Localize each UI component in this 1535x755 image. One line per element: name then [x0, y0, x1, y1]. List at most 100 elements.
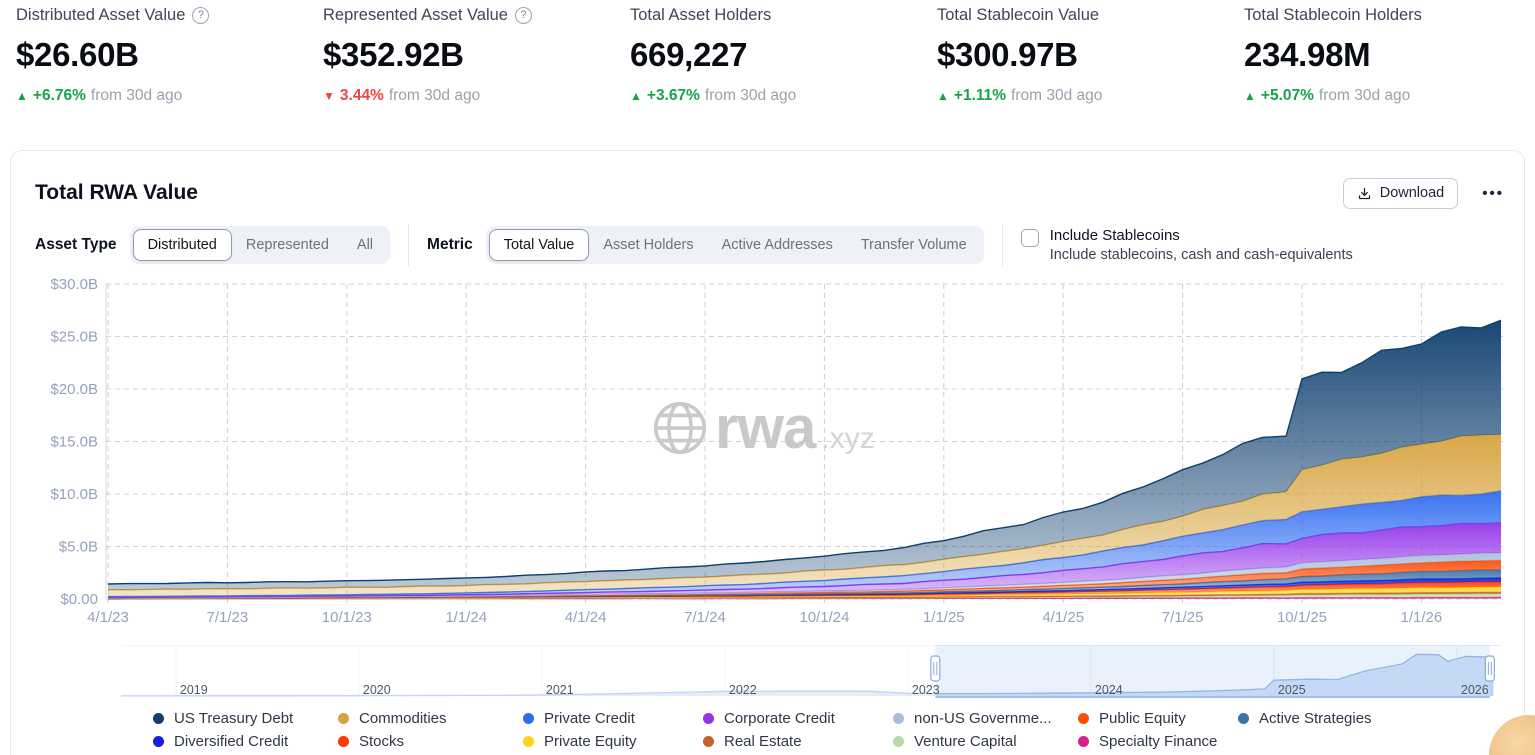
stocks-legend-dot [338, 735, 349, 747]
stat-label: Total Stablecoin Holders [1244, 6, 1422, 24]
timeline-navigator[interactable]: 2019 2020 2021 2022 2023 2024 2025 2026 [120, 645, 1501, 703]
us-treasury-debt-legend-dot [153, 712, 164, 724]
svg-text:2020: 2020 [363, 683, 391, 697]
stat-value: 234.98M [1244, 36, 1371, 73]
stat-label: Distributed Asset Value [16, 6, 186, 24]
download-label: Download [1379, 185, 1445, 201]
asset-type-option-represented[interactable]: Represented [232, 230, 343, 260]
include-stablecoins-label: Include Stablecoins [1049, 227, 1180, 244]
svg-text:2024: 2024 [1095, 683, 1123, 697]
svg-text:$10.0B: $10.0B [50, 486, 98, 503]
delta-value: +6.76% [32, 87, 86, 104]
corporate-credit-legend-dot [703, 712, 714, 724]
stat-value: 669,227 [630, 36, 748, 73]
non-us-government-legend-dot [893, 712, 904, 724]
legend-item-stocks[interactable]: Stocks [338, 730, 523, 752]
private-equity-legend-dot [523, 735, 534, 747]
legend-item-venture-capital[interactable]: Venture Capital [893, 730, 1078, 752]
legend-item-private-equity[interactable]: Private Equity [523, 730, 703, 752]
stat-label: Total Asset Holders [630, 6, 772, 24]
trend-arrow-icon: ▲ [937, 89, 949, 103]
svg-text:10/1/23: 10/1/23 [322, 609, 372, 626]
legend-label: Public Equity [1099, 709, 1186, 727]
asset-type-label: Asset Type [35, 236, 117, 253]
legend-item-private-credit[interactable]: Private Credit [523, 707, 703, 729]
stat-value: $26.60B [16, 36, 139, 73]
metric-option-total-value[interactable]: Total Value [488, 229, 590, 261]
divider [408, 224, 410, 266]
divider [1001, 224, 1003, 266]
rwa-value-stacked-area-chart[interactable]: $0.00 $5.0B $10.0B $15.0B $20.0B $25.0B $30.0B… [11, 271, 1526, 633]
include-stablecoins-checkbox[interactable] [1020, 229, 1039, 247]
stats-row: Distributed Asset Value ? $26.60B ▲ +6.7… [0, 0, 1535, 150]
real-estate-legend-dot [703, 735, 714, 747]
total-rwa-value-card: Total RWA Value Download ••• Asset Type … [10, 150, 1525, 755]
venture-capital-legend-dot [893, 735, 904, 747]
svg-text:4/1/23: 4/1/23 [87, 609, 129, 626]
legend-label: Specialty Finance [1099, 732, 1218, 750]
stat-delta: ▲ +6.76% from 30d ago [16, 87, 323, 105]
help-icon[interactable]: ? [192, 7, 210, 24]
legend-item-non-us-government[interactable]: non-US Governme... [893, 707, 1078, 729]
delta-suffix: from 30d ago [90, 87, 183, 104]
stat-represented-asset-value: Represented Asset Value ? $352.92B ▼ 3.4… [323, 6, 630, 150]
asset-type-option-all[interactable]: All [343, 230, 387, 260]
public-equity-legend-dot [1078, 712, 1089, 724]
svg-text:2019: 2019 [180, 683, 208, 697]
svg-text:1/1/24: 1/1/24 [445, 609, 487, 626]
help-icon[interactable]: ? [514, 7, 532, 24]
asset-type-segmented-control: Distributed Represented All [129, 226, 391, 264]
stat-total-asset-holders: Total Asset Holders 669,227 ▲ +3.67% fro… [630, 6, 937, 150]
specialty-finance-legend-dot [1078, 735, 1089, 747]
legend-label: US Treasury Debt [174, 709, 294, 727]
legend-item-specialty-finance[interactable]: Specialty Finance [1078, 730, 1238, 752]
svg-text:$5.0B: $5.0B [59, 539, 98, 556]
stat-delta: ▲ +5.07% from 30d ago [1244, 87, 1535, 105]
chart-legend: US Treasury Debt Commodities Private Credi… [11, 707, 1526, 752]
chart-controls: Asset Type Distributed Represented All Met… [35, 221, 1504, 269]
metric-segmented-control: Total Value Asset Holders Active Addresses… [485, 226, 984, 264]
stat-label: Represented Asset Value [323, 6, 508, 24]
stat-value: $300.97B [937, 36, 1078, 73]
legend-label: Real Estate [724, 732, 802, 750]
svg-text:$25.0B: $25.0B [50, 329, 98, 346]
legend-item-diversified-credit[interactable]: Diversified Credit [153, 730, 338, 752]
metric-option-asset-holders[interactable]: Asset Holders [589, 230, 707, 260]
legend-item-corporate-credit[interactable]: Corporate Credit [703, 707, 893, 729]
stat-total-stablecoin-value: Total Stablecoin Value $300.97B ▲ +1.11%… [937, 6, 1244, 150]
asset-type-option-distributed[interactable]: Distributed [132, 229, 232, 261]
delta-value: +5.07% [1260, 87, 1314, 104]
stat-value: $352.92B [323, 36, 464, 73]
legend-label: Private Equity [544, 732, 637, 750]
diversified-credit-legend-dot [153, 735, 164, 747]
svg-text:2026: 2026 [1461, 683, 1489, 697]
legend-item-real-estate[interactable]: Real Estate [703, 730, 893, 752]
svg-text:7/1/25: 7/1/25 [1162, 609, 1204, 626]
legend-item-active-strategies[interactable]: Active Strategies [1238, 707, 1526, 729]
delta-suffix: from 30d ago [388, 87, 481, 104]
delta-suffix: from 30d ago [1318, 87, 1411, 104]
legend-item-public-equity[interactable]: Public Equity [1078, 707, 1238, 729]
legend-label: Venture Capital [914, 732, 1017, 750]
legend-label: Diversified Credit [174, 732, 289, 750]
legend-label: Corporate Credit [724, 709, 835, 727]
download-button[interactable]: Download [1342, 177, 1459, 209]
svg-text:2025: 2025 [1278, 683, 1306, 697]
svg-text:2021: 2021 [546, 683, 574, 697]
page-title: Total RWA Value [35, 181, 198, 204]
delta-suffix: from 30d ago [1011, 87, 1103, 104]
trend-arrow-icon: ▼ [323, 89, 335, 103]
svg-text:$15.0B: $15.0B [50, 434, 98, 451]
more-menu-icon[interactable]: ••• [1482, 184, 1504, 202]
stat-total-stablecoin-holders: Total Stablecoin Holders 234.98M ▲ +5.07… [1244, 6, 1535, 150]
legend-label: non-US Governme... [914, 709, 1052, 727]
legend-item-us-treasury-debt[interactable]: US Treasury Debt [153, 707, 338, 729]
legend-item-commodities[interactable]: Commodities [338, 707, 523, 729]
metric-option-active-addresses[interactable]: Active Addresses [708, 230, 847, 260]
svg-text:1/1/26: 1/1/26 [1401, 609, 1443, 626]
svg-text:$30.0B: $30.0B [50, 276, 98, 293]
delta-value: +1.11% [953, 87, 1007, 104]
metric-option-transfer-volume[interactable]: Transfer Volume [847, 230, 981, 260]
download-icon [1358, 187, 1370, 199]
svg-text:2022: 2022 [729, 683, 757, 697]
